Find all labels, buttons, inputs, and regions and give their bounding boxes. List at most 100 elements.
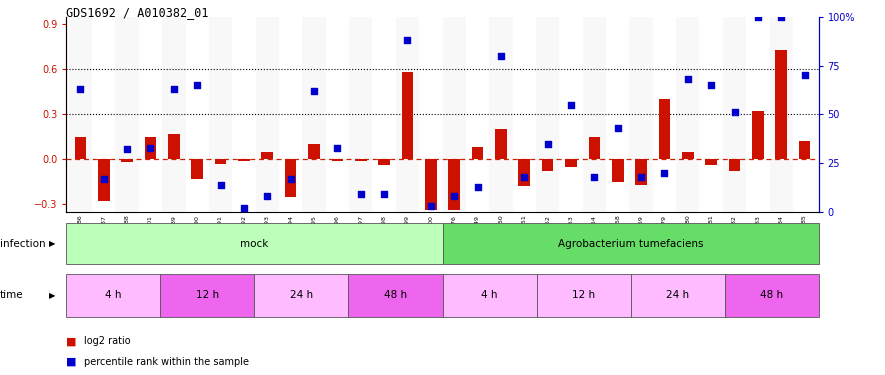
Point (143, 144, 158, 150)
Bar (536, 17, 559, 212)
Bar (676, 17, 699, 212)
Bar (162, 17, 186, 212)
Point (797, 72, 812, 78)
Bar (115, 17, 139, 212)
Bar (442, 223, 819, 264)
Point (727, 110, 742, 116)
Bar (630, 274, 725, 317)
Bar (160, 274, 255, 317)
Point (400, 37, 414, 43)
Text: ▶: ▶ (49, 239, 55, 248)
Point (190, 82, 204, 88)
Bar (209, 17, 232, 212)
Text: 12 h: 12 h (196, 290, 219, 300)
Text: GDS1692 / A010382_01: GDS1692 / A010382_01 (66, 6, 209, 19)
Bar (489, 17, 512, 212)
Bar (770, 17, 793, 212)
Text: 24 h: 24 h (290, 290, 313, 300)
Point (750, 14, 765, 20)
Bar (752, 111, 764, 159)
Bar (495, 129, 507, 159)
Bar (256, 17, 279, 212)
Bar (793, 17, 816, 212)
Bar (121, 159, 133, 162)
Bar (285, 159, 296, 197)
Bar (725, 274, 819, 317)
Point (564, 102, 578, 108)
Point (96, 176, 111, 182)
Text: time: time (0, 290, 24, 300)
Bar (66, 274, 160, 317)
Bar (512, 17, 536, 212)
Point (330, 144, 344, 150)
Bar (775, 50, 787, 159)
Point (471, 183, 485, 189)
Point (354, 191, 368, 197)
Bar (629, 17, 653, 212)
Bar (168, 134, 180, 159)
Point (213, 182, 227, 188)
Bar (215, 159, 227, 164)
Point (611, 125, 625, 131)
Point (307, 88, 321, 94)
Bar (612, 159, 624, 182)
Bar (279, 17, 303, 212)
Bar (536, 274, 630, 317)
Bar (682, 152, 694, 159)
Bar (308, 144, 319, 159)
Bar (191, 159, 203, 179)
Text: ■: ■ (66, 336, 77, 346)
Bar (442, 274, 536, 317)
Bar (255, 274, 349, 317)
Bar (705, 159, 717, 165)
Text: ■: ■ (66, 357, 77, 367)
Point (447, 193, 461, 199)
Text: 48 h: 48 h (384, 290, 407, 300)
Bar (746, 17, 770, 212)
Bar (402, 72, 413, 159)
Point (283, 176, 297, 182)
Bar (144, 137, 157, 159)
Bar (238, 159, 250, 161)
Bar (442, 17, 466, 212)
Text: percentile rank within the sample: percentile rank within the sample (84, 357, 249, 367)
Bar (92, 17, 115, 212)
Text: ▶: ▶ (49, 291, 55, 300)
Bar (419, 17, 442, 212)
Text: mock: mock (240, 239, 269, 249)
Bar (589, 137, 600, 159)
Bar (303, 17, 326, 212)
Point (166, 86, 181, 92)
Bar (349, 274, 442, 317)
Bar (326, 17, 349, 212)
Point (588, 174, 602, 180)
Point (237, 205, 251, 211)
Bar (349, 17, 373, 212)
Point (658, 170, 672, 176)
Text: 12 h: 12 h (572, 290, 595, 300)
Bar (66, 223, 442, 264)
Bar (566, 159, 577, 167)
Bar (69, 17, 92, 212)
Bar (559, 17, 582, 212)
Bar (449, 159, 460, 210)
Point (260, 193, 274, 199)
Bar (378, 159, 390, 165)
Point (774, 14, 789, 20)
Point (424, 203, 438, 209)
Bar (723, 17, 746, 212)
Bar (653, 17, 676, 212)
Bar (261, 152, 273, 159)
Bar (466, 17, 489, 212)
Bar (658, 99, 670, 159)
Bar (232, 17, 256, 212)
Text: log2 ratio: log2 ratio (84, 336, 131, 346)
Bar (635, 159, 647, 185)
Text: 4 h: 4 h (481, 290, 497, 300)
Point (494, 53, 508, 59)
Bar (74, 137, 86, 159)
Bar (396, 17, 419, 212)
Bar (606, 17, 629, 212)
Bar (728, 159, 741, 171)
Text: 24 h: 24 h (666, 290, 689, 300)
